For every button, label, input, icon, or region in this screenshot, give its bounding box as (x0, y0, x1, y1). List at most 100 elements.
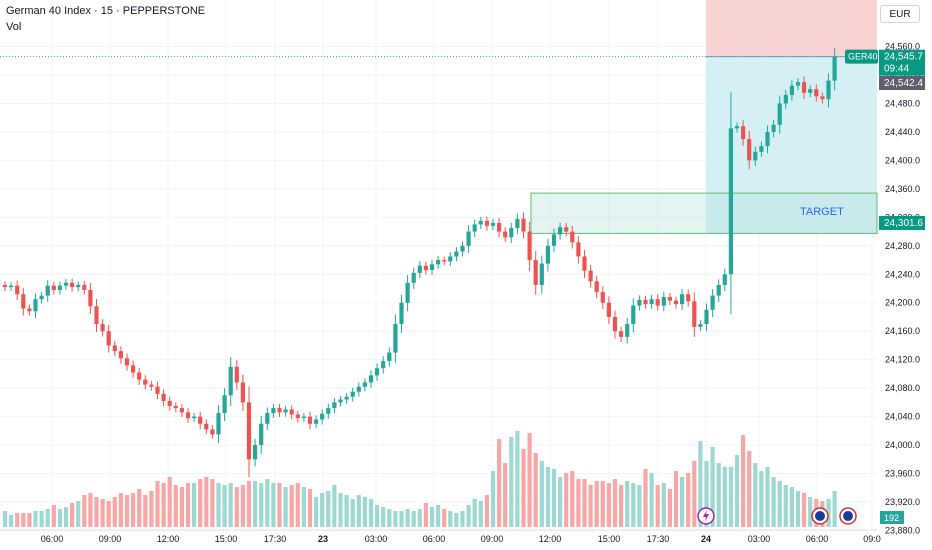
volume-bar (100, 499, 105, 527)
candle-body (332, 402, 337, 409)
volume-bar (448, 511, 453, 527)
volume-bar (710, 447, 715, 527)
volume-bar (594, 481, 599, 527)
candle-body (88, 289, 93, 307)
price-tick: 24,240.0 (885, 269, 920, 279)
volume-bar (301, 487, 306, 527)
volume-bar (387, 509, 392, 527)
candle-body (198, 416, 203, 424)
eu-flag-icon (843, 511, 853, 521)
candle-body (210, 429, 215, 435)
candle-body (320, 413, 325, 420)
candle-body (448, 256, 453, 262)
target-price-tag (879, 216, 925, 230)
volume-bar (9, 515, 14, 527)
volume-bar (783, 485, 788, 527)
price-tick: 24,280.0 (885, 241, 920, 251)
candle-body (100, 324, 105, 332)
candle-body (551, 234, 557, 246)
volume-bar (173, 485, 178, 527)
target-price-value: 24,301.6 (884, 218, 923, 229)
candle-body (137, 372, 142, 380)
candle-body (558, 227, 563, 235)
candle-body (179, 408, 184, 413)
candle-body (362, 382, 367, 387)
candle-body (350, 391, 355, 397)
candle-body (570, 231, 575, 243)
candle-body (472, 224, 477, 232)
volume-bar (802, 493, 807, 527)
volume-bar (423, 503, 428, 527)
candle-body (820, 96, 825, 100)
volume-bar (63, 507, 69, 527)
eu-flag-icon (815, 511, 825, 521)
volume-bar (356, 495, 361, 527)
volume-bar (570, 471, 575, 527)
volume-bar (106, 501, 111, 527)
volume-bar (759, 471, 764, 527)
volume-bar (82, 495, 87, 527)
candle-body (271, 408, 276, 414)
volume-bar (765, 467, 770, 527)
volume-bar (545, 467, 550, 527)
volume-bar (161, 483, 166, 527)
last-price-value: 24,545.7 (884, 52, 923, 63)
candle-body (521, 218, 526, 232)
candle-body (795, 82, 801, 86)
price-tick: 24,440.0 (885, 127, 920, 137)
countdown-value: 09:44 (884, 64, 909, 75)
volume-label[interactable]: Vol (6, 21, 22, 33)
volume-bar (2, 511, 8, 527)
volume-bar (722, 467, 727, 527)
volume-bar (21, 513, 26, 527)
volume-bar (45, 509, 50, 527)
volume-bar (344, 495, 349, 527)
candle-body (661, 297, 666, 306)
volume-bar (70, 503, 75, 527)
candle-body (680, 294, 685, 305)
candle-body (277, 408, 282, 413)
volume-bar (149, 491, 154, 527)
candle-body (771, 124, 776, 132)
candle-body (643, 299, 648, 305)
volume-bar (533, 453, 538, 527)
second-price-value: 24,542.4 (884, 78, 923, 89)
candle-body (619, 331, 624, 337)
volume-bar (15, 513, 20, 527)
candle-body (704, 309, 709, 325)
volume-bar (698, 441, 703, 527)
candle-body (63, 282, 69, 286)
volume-bar (192, 483, 197, 527)
candle-body (606, 302, 611, 317)
candle-body (515, 218, 520, 228)
volume-bar (741, 435, 746, 527)
candle-body (338, 399, 343, 403)
currency-button[interactable]: EUR (880, 5, 920, 23)
volume-bar (368, 499, 374, 527)
candle-body (667, 297, 672, 301)
candle-body (649, 299, 654, 305)
candle-body (259, 423, 264, 446)
volume-bar (124, 495, 130, 527)
volume-bar (411, 511, 416, 527)
candle-body (637, 299, 642, 306)
volume-badge-value: 192 (884, 513, 899, 523)
volume-bar (728, 467, 733, 527)
time-label: 03:00 (748, 534, 771, 544)
time-label: 12:00 (539, 534, 562, 544)
volume-bar (112, 497, 117, 527)
volume-bar (692, 461, 697, 527)
volume-bar (283, 487, 288, 527)
price-tick: 24,000.0 (885, 440, 920, 450)
price-tick: 24,400.0 (885, 155, 920, 165)
candle-body (143, 379, 148, 385)
candle-body (27, 308, 32, 312)
candle-body (545, 245, 550, 264)
symbol-title[interactable]: German 40 Index · 15 · PEPPERSTONE (6, 5, 206, 17)
candle-body (228, 366, 233, 396)
volume-bar (582, 479, 587, 527)
time-label: 06:00 (806, 534, 829, 544)
volume-bar (307, 489, 313, 527)
candle-body (204, 423, 209, 430)
